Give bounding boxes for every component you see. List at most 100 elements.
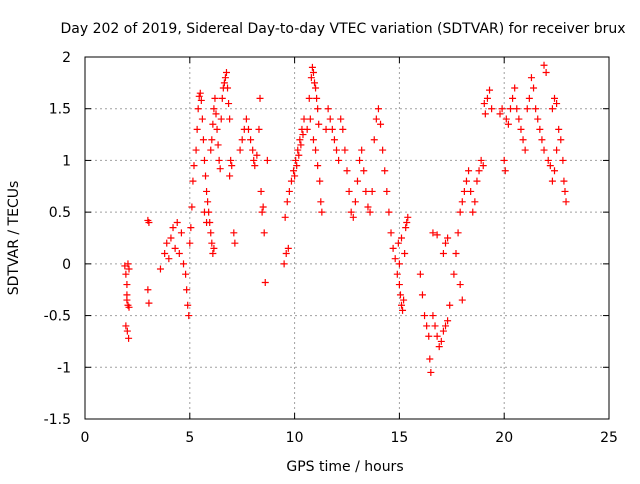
- data-point: [366, 208, 374, 216]
- data-point: [501, 167, 509, 175]
- data-point: [187, 224, 195, 232]
- data-point: [173, 218, 181, 226]
- data-point: [326, 115, 334, 123]
- data-point: [312, 84, 320, 92]
- data-point: [122, 270, 130, 278]
- data-point: [480, 100, 488, 108]
- x-tick-label: 25: [600, 430, 618, 446]
- data-point: [214, 141, 222, 149]
- data-point: [521, 146, 529, 154]
- data-point: [125, 303, 133, 311]
- data-point: [207, 229, 215, 237]
- data-point: [387, 229, 395, 237]
- data-point: [446, 301, 454, 309]
- data-point: [169, 224, 177, 232]
- data-point: [207, 146, 215, 154]
- data-point: [171, 244, 179, 252]
- data-point: [458, 296, 466, 304]
- data-point: [469, 208, 477, 216]
- plot-frame: [84, 56, 610, 420]
- data-point: [208, 136, 216, 144]
- data-point: [197, 96, 205, 104]
- data-point: [399, 306, 407, 314]
- data-point: [144, 286, 152, 294]
- data-point: [314, 162, 322, 170]
- data-point: [188, 203, 196, 211]
- data-point: [450, 270, 458, 278]
- data-point: [238, 136, 246, 144]
- data-point: [548, 105, 556, 113]
- data-point: [156, 265, 164, 273]
- data-point: [167, 234, 175, 242]
- data-point: [145, 299, 153, 307]
- data-point: [429, 312, 437, 320]
- data-point: [488, 105, 496, 113]
- data-point: [353, 177, 361, 185]
- data-point: [224, 84, 232, 92]
- data-point: [177, 229, 185, 237]
- data-point: [479, 162, 487, 170]
- data-point: [208, 239, 216, 247]
- data-point: [402, 224, 410, 232]
- data-point: [307, 74, 315, 82]
- data-point: [297, 141, 305, 149]
- data-point: [228, 162, 236, 170]
- data-point: [393, 270, 401, 278]
- data-point: [294, 146, 302, 154]
- data-point: [198, 115, 206, 123]
- data-point: [303, 125, 311, 133]
- data-point: [189, 177, 197, 185]
- data-point: [316, 177, 324, 185]
- data-point: [194, 105, 202, 113]
- data-point: [244, 125, 252, 133]
- data-point: [562, 198, 570, 206]
- data-point: [335, 156, 343, 164]
- data-point: [255, 125, 263, 133]
- data-point: [553, 100, 561, 108]
- data-point: [247, 136, 255, 144]
- data-point: [370, 136, 378, 144]
- data-point: [404, 213, 412, 221]
- data-point: [291, 172, 299, 180]
- y-tick-label: -0.5: [44, 309, 71, 325]
- data-point: [391, 255, 399, 263]
- data-point: [221, 74, 229, 82]
- x-tick-label: 0: [81, 430, 90, 446]
- data-point: [385, 208, 393, 216]
- data-point: [462, 177, 470, 185]
- data-point: [429, 229, 437, 237]
- data-point: [175, 250, 183, 258]
- data-point: [282, 250, 290, 258]
- data-point: [313, 94, 321, 102]
- data-point: [215, 156, 223, 164]
- data-point: [211, 94, 219, 102]
- data-point: [213, 125, 221, 133]
- data-point: [433, 332, 441, 340]
- data-point: [475, 167, 483, 175]
- data-point: [557, 136, 565, 144]
- data-point: [236, 146, 244, 154]
- data-point: [383, 187, 391, 195]
- data-point: [525, 94, 533, 102]
- data-point: [553, 146, 561, 154]
- data-point: [439, 250, 447, 258]
- data-point: [364, 203, 372, 211]
- data-point: [124, 260, 132, 268]
- y-tick-label: 2: [62, 50, 71, 66]
- data-point: [395, 260, 403, 268]
- data-point: [435, 343, 443, 351]
- data-point: [341, 146, 349, 154]
- data-point: [186, 239, 194, 247]
- data-point: [389, 244, 397, 252]
- data-point: [190, 162, 198, 170]
- data-point: [360, 167, 368, 175]
- x-tick-label: 15: [390, 430, 408, 446]
- data-point: [182, 270, 190, 278]
- y-tick-label: 0: [62, 257, 71, 273]
- data-point: [309, 69, 317, 77]
- data-point: [559, 156, 567, 164]
- data-point: [165, 255, 173, 263]
- data-point: [306, 115, 314, 123]
- data-point: [416, 270, 424, 278]
- data-point: [519, 136, 527, 144]
